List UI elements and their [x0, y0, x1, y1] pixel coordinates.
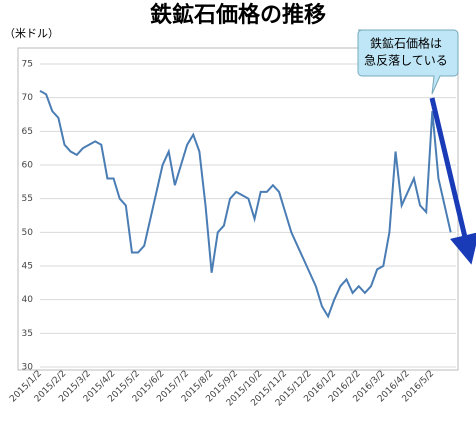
y-unit: （米ドル） — [4, 27, 59, 40]
y-tick-label: 45 — [22, 262, 33, 272]
arrow — [429, 97, 476, 265]
y-tick-label: 65 — [22, 127, 33, 137]
annotation: 鉄鉱石価格は — [370, 36, 442, 51]
annotation: 急反落している — [364, 53, 448, 68]
y-tick-label: 60 — [22, 161, 34, 171]
price-line — [39, 90, 452, 319]
y-tick-label: 40 — [22, 295, 34, 305]
y-tick-label: 50 — [22, 228, 34, 238]
chart-title: 鉄鉱石価格の推移 — [150, 2, 326, 28]
y-tick-label: 35 — [22, 329, 33, 339]
y-tick-label: 30 — [22, 363, 34, 373]
y-tick-label: 55 — [22, 194, 33, 204]
y-tick-label: 75 — [22, 60, 33, 70]
callout — [357, 29, 459, 95]
y-tick-label: 70 — [22, 93, 34, 103]
